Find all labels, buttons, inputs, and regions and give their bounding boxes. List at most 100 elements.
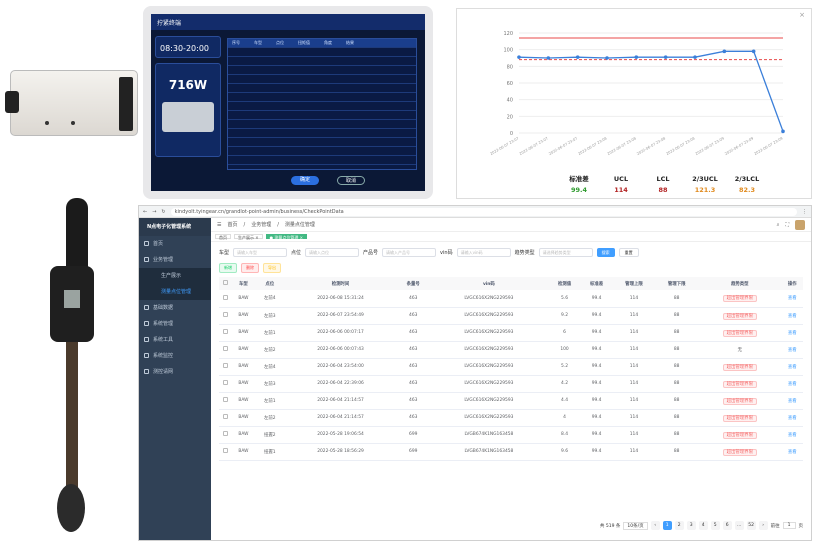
- trend-type-select[interactable]: 请选择趋势类型: [538, 248, 593, 257]
- fullscreen-icon[interactable]: ⛶: [785, 221, 789, 228]
- sidebar-item-link[interactable]: 测控请网: [139, 364, 211, 380]
- goto-unit-label: 页: [798, 523, 804, 529]
- table-row[interactable]: BAW 左前2 2022-06-04 21:14:57 463 LVGC616X2NG2…: [219, 409, 803, 427]
- table-cell: 2022-06-04 22:39:06: [283, 375, 398, 393]
- hamburger-icon[interactable]: ☰: [217, 221, 222, 228]
- product-number-input[interactable]: 请输入产品号: [382, 248, 437, 257]
- table-row[interactable]: BAW 左前3 2022-06-04 22:39:06 463 LVGC616X2NG2…: [219, 375, 803, 393]
- tablet-table-row: [228, 129, 416, 138]
- table-row[interactable]: BAW 左前3 2022-06-07 23:54:49 463 LVGC616X2NG2…: [219, 307, 803, 325]
- view-link[interactable]: 查看: [787, 398, 797, 404]
- column-header: 管理下限: [655, 277, 699, 290]
- view-link[interactable]: 查看: [787, 296, 797, 302]
- sidebar-item-basic-data[interactable]: 基础数据: [139, 300, 211, 316]
- menu-icon[interactable]: ⋮: [802, 208, 807, 215]
- export-button[interactable]: 导出: [263, 263, 281, 273]
- view-link[interactable]: 查看: [787, 330, 797, 336]
- action-bar: 新增 删除 导出: [211, 263, 811, 273]
- add-button[interactable]: 新增: [219, 263, 237, 273]
- url-bar[interactable]: kindyolt.tyingear.cn/grandlot-point-admi…: [170, 207, 797, 216]
- row-checkbox[interactable]: [222, 312, 228, 317]
- page-number[interactable]: …: [734, 521, 744, 530]
- page-number[interactable]: 1: [662, 521, 672, 530]
- tablet-date-label: 08:30-20:00: [160, 44, 209, 53]
- sidebar-item-checkpoint[interactable]: 测量点位管理: [139, 284, 211, 300]
- table-row[interactable]: BAW 左前4 2022-06-04 23:54:00 463 LVGC616X2NG2…: [219, 358, 803, 376]
- tag-production[interactable]: 生产展示 ×: [234, 234, 263, 240]
- page-number[interactable]: 52: [746, 521, 756, 530]
- table-row[interactable]: BAW 扭握2 2022-05-28 19:06:54 699 LVGB674K1NG1…: [219, 426, 803, 444]
- sidebar-item-business[interactable]: 业务管理: [139, 252, 211, 268]
- next-page-button[interactable]: ›: [758, 521, 768, 530]
- car-input[interactable]: 请输入车型: [233, 248, 288, 257]
- row-checkbox[interactable]: [222, 363, 228, 368]
- table-row[interactable]: BAW 左前2 2022-06-06 00:07:43 463 LVGC616X2NG2…: [219, 341, 803, 359]
- table-cell: 左前3: [255, 307, 284, 325]
- view-link[interactable]: 查看: [787, 313, 797, 319]
- table-row[interactable]: BAW 左前1 2022-06-04 21:14:57 463 LVGC616X2NG2…: [219, 392, 803, 410]
- table-cell: 463: [397, 307, 430, 325]
- avatar[interactable]: [795, 219, 805, 230]
- table-row[interactable]: BAW 扭握1 2022-05-28 18:56:29 699 LVGB674K1NG1…: [219, 443, 803, 461]
- cell-text: 88: [673, 330, 680, 335]
- page-number[interactable]: 6: [722, 521, 732, 530]
- row-checkbox[interactable]: [222, 294, 228, 300]
- reload-icon[interactable]: ↻: [161, 208, 166, 215]
- delete-button[interactable]: 删除: [241, 263, 259, 273]
- sidebar-item-monitor[interactable]: 系统监控: [139, 348, 211, 364]
- tag-checkpoint[interactable]: ● 测量点位管理 ×: [265, 234, 308, 240]
- trend-badge: 超出管理界限: [722, 329, 757, 337]
- point-input[interactable]: 请输入点位: [305, 248, 360, 257]
- back-icon[interactable]: ←: [143, 208, 148, 215]
- cell-text: 88: [673, 347, 680, 352]
- row-checkbox[interactable]: [222, 346, 228, 351]
- forward-icon[interactable]: →: [152, 208, 157, 215]
- select-all-checkbox[interactable]: [222, 280, 228, 285]
- row-checkbox[interactable]: [222, 397, 228, 402]
- cell-text: 扭握2: [264, 432, 276, 438]
- reset-button[interactable]: 重置: [618, 248, 639, 257]
- view-link[interactable]: 查看: [787, 415, 797, 421]
- tag-home[interactable]: 首页: [215, 234, 231, 240]
- prev-page-button[interactable]: ‹: [650, 521, 660, 530]
- cell-text: 无: [737, 347, 742, 353]
- table-cell: 88: [655, 324, 699, 342]
- goto-label: 前往: [770, 523, 780, 529]
- sidebar-item-tools[interactable]: 系统工具: [139, 332, 211, 348]
- table-cell: 114: [612, 307, 656, 325]
- tablet-confirm-button[interactable]: 确定: [291, 176, 319, 185]
- row-checkbox[interactable]: [222, 448, 228, 453]
- view-link[interactable]: 查看: [787, 347, 797, 353]
- cell-text: BAW: [238, 381, 249, 386]
- row-checkbox[interactable]: [222, 380, 228, 385]
- table-cell: BAW: [231, 358, 256, 376]
- page-number[interactable]: 5: [710, 521, 720, 530]
- table-row[interactable]: BAW 左前4 2022-06-08 15:31:24 463 LVGC616X2NG2…: [219, 290, 803, 308]
- row-checkbox[interactable]: [222, 431, 228, 436]
- sidebar-item-home[interactable]: 首页: [139, 236, 211, 252]
- view-link[interactable]: 查看: [787, 449, 797, 455]
- cell-text: 99.4: [591, 381, 602, 386]
- view-link[interactable]: 查看: [787, 432, 797, 438]
- tablet-cancel-button[interactable]: 取消: [337, 176, 365, 185]
- vin-input[interactable]: 请输入vin码: [456, 248, 511, 257]
- page-number[interactable]: 3: [686, 521, 696, 530]
- page-number[interactable]: 4: [698, 521, 708, 530]
- sidebar-item-production[interactable]: 生产展示: [139, 268, 211, 284]
- breadcrumb-home[interactable]: 首页: [227, 222, 238, 228]
- search-icon[interactable]: ⌕: [776, 221, 780, 228]
- view-link[interactable]: 查看: [787, 364, 797, 370]
- search-button[interactable]: 搜索: [596, 248, 615, 257]
- row-checkbox[interactable]: [222, 329, 228, 334]
- page-size-select[interactable]: 10条/页: [623, 521, 648, 530]
- page-number[interactable]: 2: [674, 521, 684, 530]
- breadcrumb-business[interactable]: 业务管理: [251, 222, 272, 228]
- row-checkbox[interactable]: [222, 414, 228, 419]
- view-link[interactable]: 查看: [787, 381, 797, 387]
- goto-page-input[interactable]: 1: [782, 522, 796, 529]
- table-cell: 4.4: [548, 392, 581, 410]
- tablet-table-row: [228, 75, 416, 84]
- close-icon[interactable]: ×: [799, 11, 805, 19]
- table-row[interactable]: BAW 左前1 2022-06-06 00:07:17 463 LVGC616X2NG2…: [219, 324, 803, 342]
- sidebar-item-system[interactable]: 系统管理: [139, 316, 211, 332]
